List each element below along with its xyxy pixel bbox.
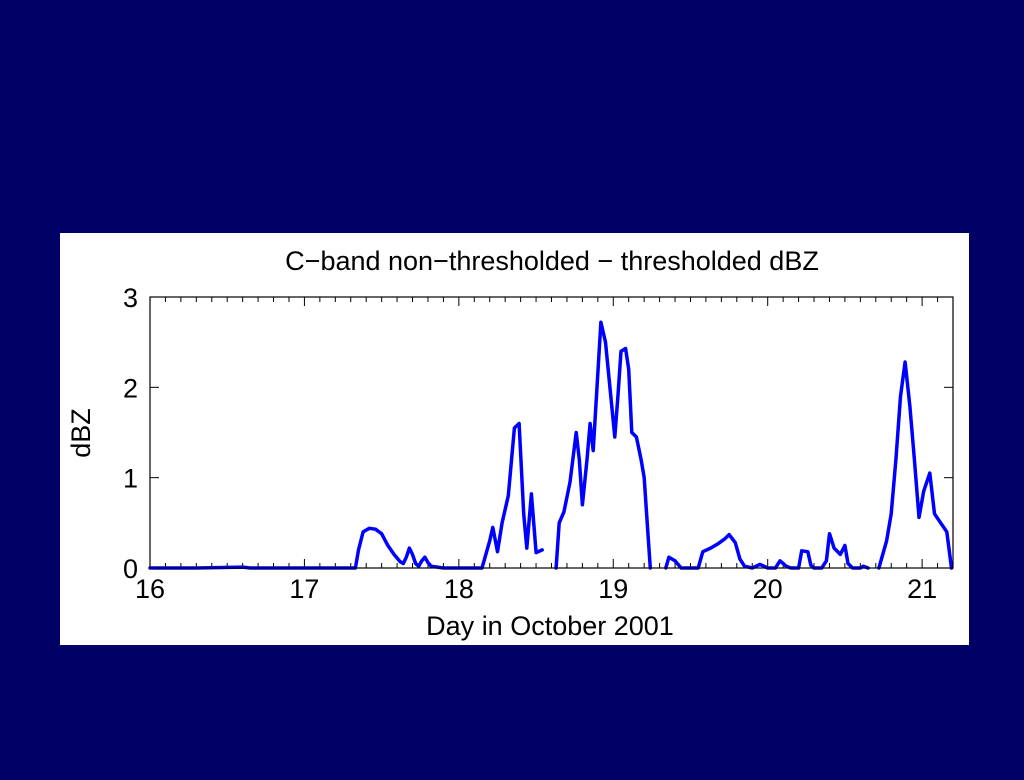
plot-frame	[149, 296, 954, 569]
series-line-segment	[664, 531, 870, 570]
x-axis-label: Day in October 2001	[426, 611, 674, 641]
x-tick-label: 20	[753, 574, 783, 604]
y-axis-label: dBZ	[66, 408, 96, 458]
series-layer	[148, 320, 954, 570]
y-tick-label: 3	[123, 283, 138, 313]
x-tick-label: 17	[289, 574, 319, 604]
x-tick-label: 18	[444, 574, 474, 604]
chart-title: C−band non−thresholded − thresholded dBZ	[285, 246, 819, 276]
axis-ticks: 16 17 18 19 20 21 0 1 2 3	[123, 283, 953, 604]
series-line-segment	[148, 421, 544, 570]
x-tick-label: 19	[598, 574, 628, 604]
y-tick-label: 2	[123, 373, 138, 403]
series-line-segment	[877, 360, 954, 570]
y-tick-label: 1	[123, 464, 138, 494]
figure-panel: C−band non−thresholded − thresholded dBZ…	[60, 233, 969, 645]
x-tick-label: 21	[907, 574, 937, 604]
y-tick-label: 0	[123, 554, 138, 584]
series-line-segment	[554, 320, 653, 570]
x-tick-label: 16	[135, 574, 165, 604]
line-chart: C−band non−thresholded − thresholded dBZ…	[66, 246, 954, 641]
